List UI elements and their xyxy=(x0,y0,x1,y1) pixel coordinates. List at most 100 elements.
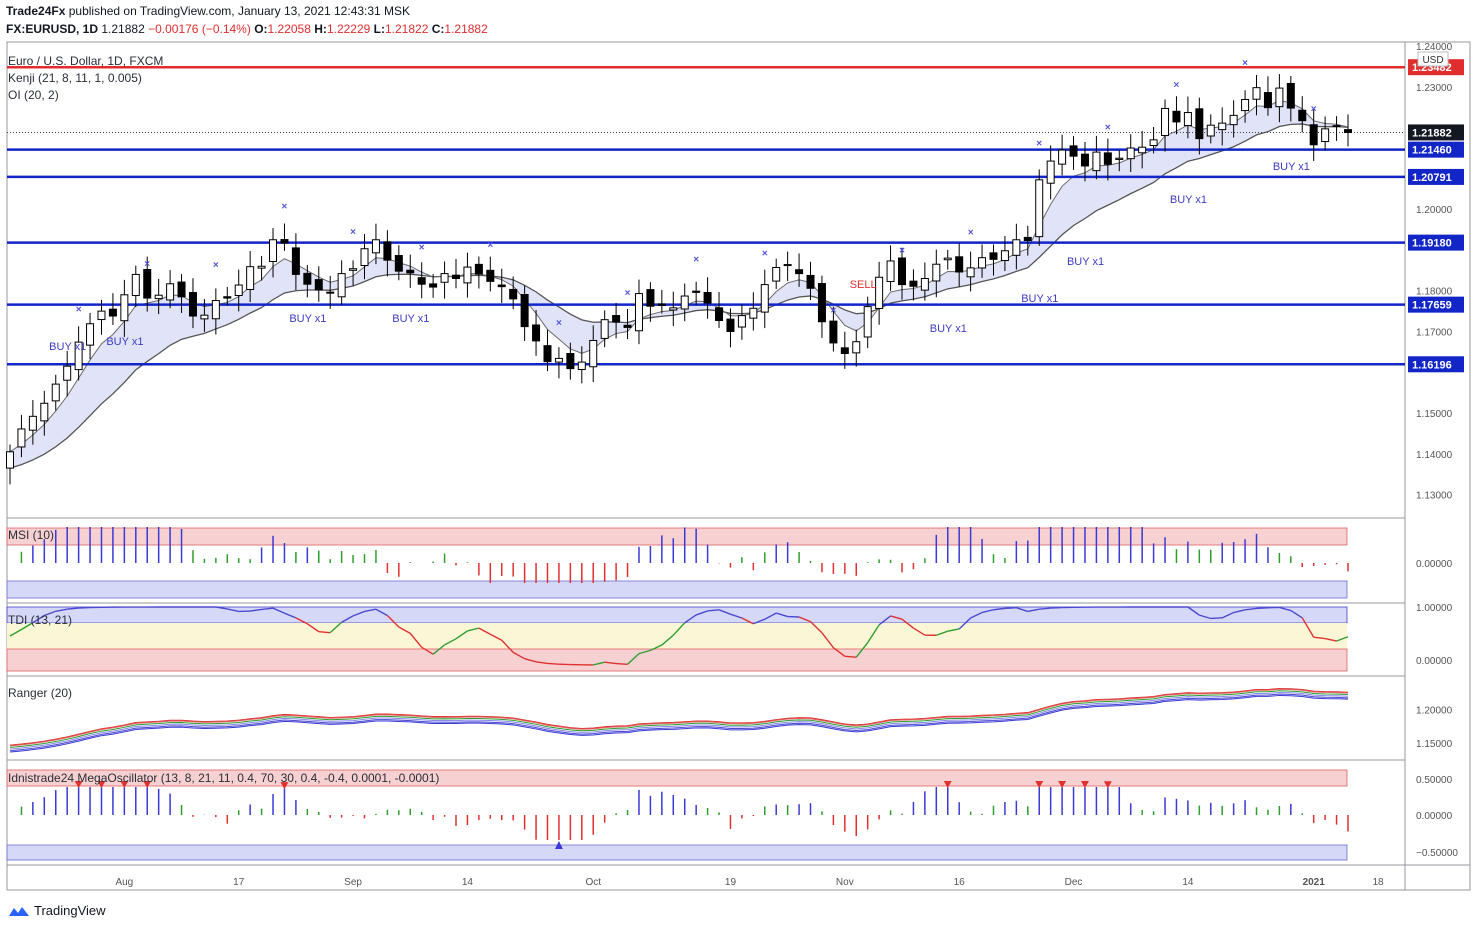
tdi-line xyxy=(215,606,228,610)
candle-body xyxy=(955,256,964,273)
tdi-line xyxy=(1050,606,1063,609)
mega-sell-arrow xyxy=(280,782,289,790)
tdi-line xyxy=(21,622,34,631)
signal-cross: × xyxy=(1174,80,1180,91)
tdi-line xyxy=(593,661,605,666)
tdi-line xyxy=(44,610,56,617)
currency-label: USD xyxy=(1422,55,1443,66)
msi-lower-zone xyxy=(6,580,1348,599)
candle-body xyxy=(772,266,781,282)
mega-sell-arrow xyxy=(1035,781,1044,788)
candle-body xyxy=(417,277,426,285)
outer-frame xyxy=(6,41,1471,891)
level-label: 1.16196 xyxy=(1412,359,1452,371)
candle-body xyxy=(51,383,60,402)
last-price: 1.21882 xyxy=(101,22,145,36)
candle-body xyxy=(234,284,243,296)
signal-cross: × xyxy=(693,255,699,266)
candle-body xyxy=(1035,179,1044,238)
signal-cross: × xyxy=(556,318,562,329)
tdi-line xyxy=(524,658,537,663)
kenji-fast-line xyxy=(9,99,1349,453)
candle-body xyxy=(1069,145,1078,157)
candle-body xyxy=(177,281,186,298)
mega-sell-arrow xyxy=(1080,781,1089,788)
price-tick: 1.23000 xyxy=(1416,83,1453,94)
tdi-line xyxy=(776,612,788,618)
tdi-line xyxy=(638,649,651,655)
tdi-line xyxy=(1256,607,1268,610)
tdi-line xyxy=(661,634,674,646)
tdi-line xyxy=(832,647,846,657)
candle-body xyxy=(875,276,884,310)
level-label: 1.17659 xyxy=(1412,300,1452,312)
candle-body xyxy=(349,268,358,271)
time-tick: 16 xyxy=(954,877,966,888)
time-tick: 2021 xyxy=(1303,877,1326,888)
candle-body xyxy=(463,266,472,284)
ranger-line xyxy=(9,693,1349,752)
tdi-line xyxy=(695,610,708,616)
tdi-line xyxy=(1233,609,1246,614)
candle-body xyxy=(634,293,643,332)
brand-name: TradingView xyxy=(34,903,106,918)
candle-body xyxy=(1298,109,1307,122)
candle-body xyxy=(657,303,666,306)
price-tick: 1.20000 xyxy=(1416,205,1453,216)
tdi-line xyxy=(261,607,274,611)
legend-ranger: Ranger (20) xyxy=(8,686,73,700)
chart-canvas[interactable]: 1.234821.214601.207911.191801.176591.161… xyxy=(0,40,1475,900)
ranger-line xyxy=(9,691,1349,750)
candle-body xyxy=(1103,152,1112,165)
candle-body xyxy=(863,306,872,338)
mega-sell-arrow xyxy=(1058,781,1067,788)
candle-body xyxy=(1161,107,1170,137)
low-value: 1.21822 xyxy=(385,22,429,36)
high-value: 1.22229 xyxy=(326,22,371,36)
tdi-line xyxy=(1016,607,1029,613)
tdi-line xyxy=(364,608,377,613)
tdi-line xyxy=(627,653,640,665)
tdi-line xyxy=(1027,608,1040,613)
tdi-line xyxy=(329,621,343,634)
tdi-line xyxy=(936,630,948,636)
candle-body xyxy=(543,345,552,363)
candle-body xyxy=(554,357,563,363)
ranger-tick: 1.20000 xyxy=(1416,706,1453,717)
tdi-line xyxy=(1279,606,1292,612)
candle-body xyxy=(1126,147,1135,160)
signal-label: BUY x1 xyxy=(49,341,86,353)
tdi-line xyxy=(284,612,297,619)
candle-body xyxy=(1183,112,1192,127)
tdi-mid-zone xyxy=(7,623,1347,649)
candle-body xyxy=(566,353,575,370)
price-tick: 1.14000 xyxy=(1416,450,1453,461)
tdi-line xyxy=(878,615,891,626)
kenji-slow-line xyxy=(9,123,1349,469)
candle-body xyxy=(154,294,163,300)
tdi-line xyxy=(707,609,720,612)
tdi-line xyxy=(295,617,308,625)
tdi-line xyxy=(753,618,766,625)
msi-upper-zone xyxy=(6,527,1348,546)
tdi-line xyxy=(844,655,857,658)
signal-cross: × xyxy=(213,260,219,271)
tdi-line xyxy=(398,626,411,634)
candle-body xyxy=(1012,239,1021,256)
signal-cross: × xyxy=(76,304,82,315)
tdi-line xyxy=(1210,617,1223,620)
tdi-line xyxy=(604,661,617,665)
candle-body xyxy=(817,283,826,323)
ranger-line xyxy=(9,694,1349,753)
candle-body xyxy=(1023,236,1032,242)
candle-body xyxy=(692,290,701,293)
legend-mega: Idnistrade24 MegaOscillator (13, 8, 21, … xyxy=(8,771,440,785)
candle-body xyxy=(97,310,106,321)
candle-body xyxy=(852,341,861,354)
candle-body xyxy=(669,307,678,311)
candle-body xyxy=(429,283,438,288)
tdi-line xyxy=(535,661,548,665)
candle-body xyxy=(211,300,220,320)
time-tick: 18 xyxy=(1372,877,1384,888)
signal-label: BUY x1 xyxy=(1067,256,1104,268)
